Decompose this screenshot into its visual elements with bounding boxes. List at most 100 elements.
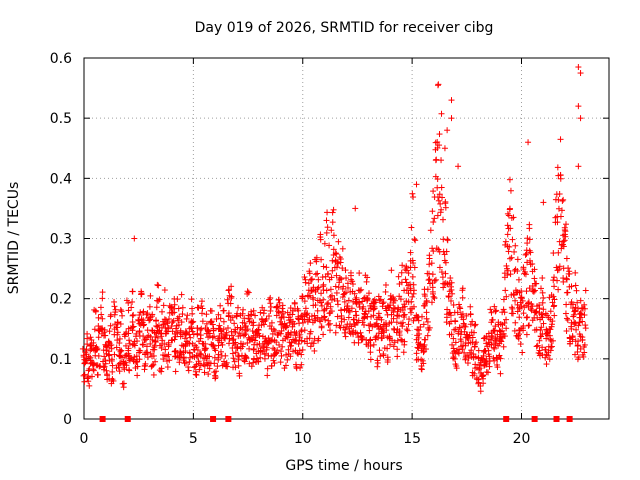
data-point	[565, 270, 572, 277]
data-point	[382, 288, 389, 295]
data-point	[391, 305, 398, 312]
data-point	[276, 309, 283, 316]
data-point-peak	[444, 127, 451, 134]
data-point	[415, 327, 422, 334]
data-point	[508, 254, 515, 261]
data-point	[295, 340, 302, 347]
data-point	[365, 290, 372, 297]
data-point	[347, 269, 354, 276]
data-point	[419, 357, 426, 364]
data-point	[166, 357, 173, 364]
data-point	[551, 312, 558, 319]
data-point	[560, 238, 567, 245]
data-point	[255, 327, 262, 334]
data-point	[469, 318, 476, 325]
data-point	[289, 311, 296, 318]
data-point	[284, 334, 291, 341]
data-point	[315, 276, 322, 283]
data-point	[472, 361, 479, 368]
data-point	[353, 294, 360, 301]
data-point	[531, 275, 538, 282]
data-point	[129, 319, 136, 326]
data-point	[101, 329, 108, 336]
data-point	[208, 318, 215, 325]
data-point	[581, 349, 588, 356]
data-point	[515, 335, 522, 342]
data-point	[501, 320, 508, 327]
data-point	[464, 360, 471, 367]
data-point	[150, 371, 157, 378]
data-point	[485, 369, 492, 376]
data-point	[111, 351, 118, 358]
data-point	[242, 331, 249, 338]
data-point	[230, 355, 237, 362]
data-point	[582, 322, 589, 329]
data-point	[175, 322, 182, 329]
data-point	[509, 236, 516, 243]
data-point	[468, 347, 475, 354]
data-point	[536, 337, 543, 344]
data-point	[318, 290, 325, 297]
data-point	[507, 271, 514, 278]
data-point	[125, 299, 132, 306]
data-point	[245, 312, 252, 319]
data-point	[331, 295, 338, 302]
data-point	[552, 214, 559, 221]
data-point	[408, 298, 415, 305]
data-point	[192, 371, 199, 378]
data-point	[434, 144, 441, 151]
data-point	[323, 217, 330, 224]
data-point	[367, 342, 374, 349]
data-point	[194, 347, 201, 354]
data-point	[248, 363, 255, 370]
data-point	[550, 303, 557, 310]
data-point	[235, 304, 242, 311]
data-point	[493, 307, 500, 314]
data-point	[97, 363, 104, 370]
data-point	[153, 304, 160, 311]
data-point	[184, 339, 191, 346]
data-point	[582, 325, 589, 332]
data-point	[171, 336, 178, 343]
gap-marker	[503, 416, 510, 422]
data-point	[105, 339, 112, 346]
data-point	[252, 337, 259, 344]
data-point	[108, 356, 115, 363]
data-point	[147, 340, 154, 347]
data-point	[136, 320, 143, 327]
data-point	[344, 303, 351, 310]
data-point	[84, 330, 91, 337]
data-point	[534, 342, 541, 349]
data-point	[572, 269, 579, 276]
data-point	[252, 312, 259, 319]
data-point	[563, 275, 570, 282]
data-point	[360, 315, 367, 322]
data-point	[364, 274, 371, 281]
data-point	[539, 311, 546, 318]
data-point	[504, 222, 511, 229]
data-point	[429, 271, 436, 278]
data-point	[298, 328, 305, 335]
data-point	[116, 335, 123, 342]
data-point-peak	[577, 115, 584, 122]
data-point	[294, 305, 301, 312]
data-point	[444, 237, 451, 244]
data-point	[213, 316, 220, 323]
data-point	[555, 249, 562, 256]
axis-ticks: 0 0.1 0.2 0.3 0.4 0.5 0.6 0 5 10 15 20	[50, 51, 609, 447]
data-point	[391, 297, 398, 304]
data-point	[136, 356, 143, 363]
data-point	[241, 358, 248, 365]
data-point	[554, 277, 561, 284]
data-point	[394, 353, 401, 360]
data-point	[467, 310, 474, 317]
data-point	[529, 260, 536, 267]
data-point	[149, 362, 156, 369]
data-point	[349, 281, 356, 288]
data-point	[108, 345, 115, 352]
data-point	[537, 327, 544, 334]
data-point	[558, 207, 565, 214]
data-point	[332, 250, 339, 257]
data-point	[82, 359, 89, 366]
data-point	[175, 305, 182, 312]
